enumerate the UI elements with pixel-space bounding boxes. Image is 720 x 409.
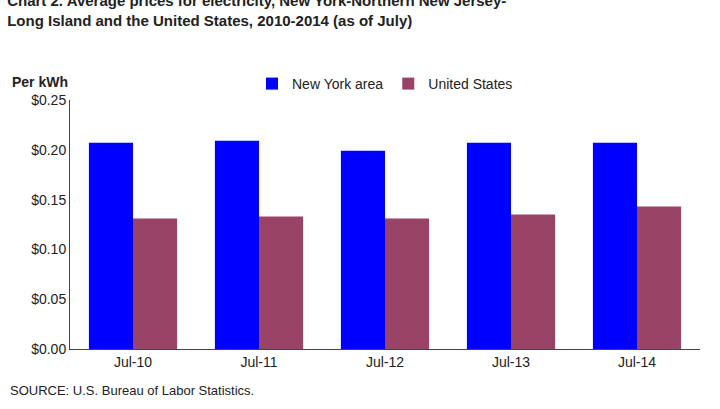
svg-text:Per kWh: Per kWh — [12, 74, 68, 90]
svg-text:$0.20: $0.20 — [31, 142, 66, 158]
svg-text:$0.25: $0.25 — [31, 92, 66, 108]
svg-text:SOURCE: U.S. Bureau of Labor S: SOURCE: U.S. Bureau of Labor Statistics. — [10, 383, 254, 398]
svg-text:$0.00: $0.00 — [31, 341, 66, 357]
svg-text:Jul-13: Jul-13 — [492, 354, 530, 370]
svg-text:Chart 2. Average prices for el: Chart 2. Average prices for electricity,… — [7, 0, 506, 29]
svg-text:New York area: New York area — [292, 76, 383, 92]
svg-text:$0.10: $0.10 — [31, 241, 66, 257]
svg-text:$0.05: $0.05 — [31, 291, 66, 307]
svg-text:Jul-14: Jul-14 — [618, 354, 656, 370]
svg-text:$0.15: $0.15 — [31, 192, 66, 208]
svg-text:Jul-10: Jul-10 — [114, 354, 152, 370]
svg-text:United States: United States — [428, 76, 512, 92]
svg-text:Jul-12: Jul-12 — [366, 354, 404, 370]
svg-text:Jul-11: Jul-11 — [240, 354, 277, 370]
